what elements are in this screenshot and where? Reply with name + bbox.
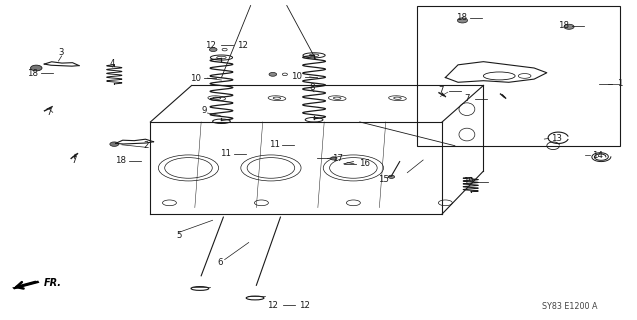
Text: FR.: FR. <box>44 278 62 288</box>
Text: 14: 14 <box>592 151 603 160</box>
Polygon shape <box>12 281 39 289</box>
Ellipse shape <box>269 72 276 76</box>
Text: 17: 17 <box>332 154 343 163</box>
Text: 12: 12 <box>299 301 310 310</box>
Ellipse shape <box>457 18 468 23</box>
Text: 1: 1 <box>617 79 622 88</box>
Bar <box>417 6 620 146</box>
Text: 5: 5 <box>176 231 182 240</box>
Ellipse shape <box>389 175 394 178</box>
Text: 9: 9 <box>202 106 207 115</box>
Text: 12: 12 <box>205 41 216 50</box>
Text: 10: 10 <box>292 72 303 81</box>
Text: 6: 6 <box>217 258 223 267</box>
Text: 4: 4 <box>110 59 115 68</box>
Text: 18: 18 <box>559 21 569 30</box>
Ellipse shape <box>331 157 337 160</box>
Ellipse shape <box>110 142 118 146</box>
Text: 13: 13 <box>551 134 562 143</box>
Text: 12: 12 <box>237 41 248 50</box>
Text: 11: 11 <box>220 149 231 158</box>
Text: 7: 7 <box>47 108 52 117</box>
Ellipse shape <box>564 24 574 29</box>
Text: 7: 7 <box>464 94 469 103</box>
Text: 12: 12 <box>268 301 278 310</box>
Text: 16: 16 <box>359 159 369 168</box>
Text: 11: 11 <box>269 140 280 149</box>
Text: 19: 19 <box>462 177 474 186</box>
Text: 2: 2 <box>143 141 149 150</box>
Ellipse shape <box>210 48 217 52</box>
Text: 18: 18 <box>456 13 468 22</box>
Text: 18: 18 <box>115 156 126 165</box>
Text: 7: 7 <box>438 86 443 95</box>
Text: 3: 3 <box>59 48 64 57</box>
Text: 8: 8 <box>310 83 315 92</box>
Text: 18: 18 <box>27 69 38 78</box>
Ellipse shape <box>31 65 42 71</box>
Text: 7: 7 <box>71 156 77 165</box>
Text: SY83 E1200 A: SY83 E1200 A <box>541 302 598 311</box>
Text: 15: 15 <box>378 174 389 184</box>
Text: 10: 10 <box>190 74 201 83</box>
